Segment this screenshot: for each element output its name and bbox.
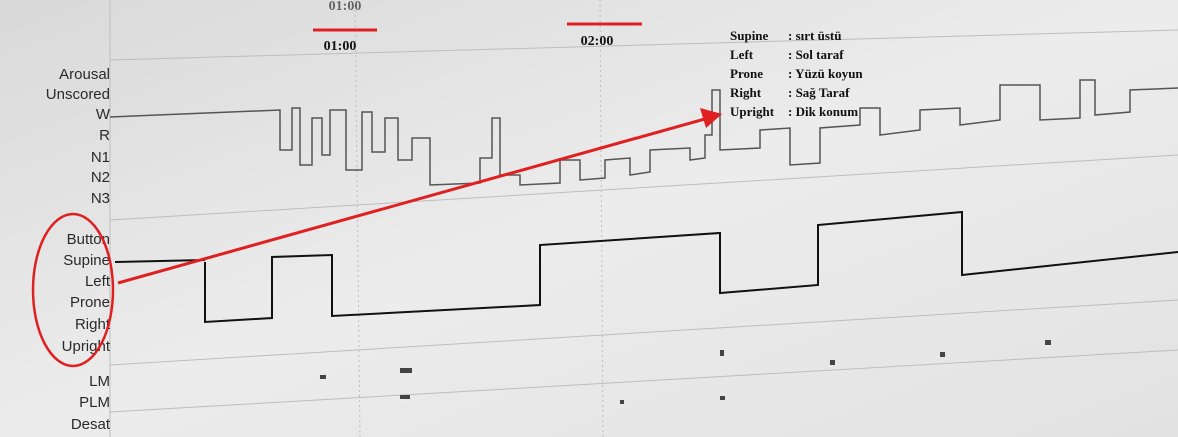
legend-meaning: : Dik konum [788, 104, 858, 119]
top-time-label: 01:00 [329, 0, 362, 14]
time-label: 01:00 [324, 39, 357, 54]
time-label: 02:00 [581, 34, 614, 49]
row-label: Right [75, 316, 111, 333]
row-label: Prone [70, 294, 110, 311]
legend-term: Left [730, 47, 754, 62]
row-label: LM [89, 373, 110, 390]
legend-term: Upright [730, 104, 775, 119]
row-label: R [99, 127, 110, 144]
row-label: N2 [91, 169, 110, 186]
legend-meaning: : sırt üstü [788, 28, 841, 43]
page: ArousalUnscoredWRN1N2N3ButtonSupineLeftP… [0, 0, 1178, 437]
row-label: Supine [63, 252, 110, 269]
row-label: W [96, 106, 111, 123]
row-label: N1 [91, 149, 110, 166]
row-label: Desat [71, 416, 111, 433]
hypnogram-photo: ArousalUnscoredWRN1N2N3ButtonSupineLeftP… [0, 0, 1178, 437]
paper [0, 0, 1178, 437]
row-label: Unscored [46, 86, 110, 103]
row-label: Arousal [59, 66, 110, 83]
legend-meaning: : Sol taraf [788, 47, 844, 62]
row-label: Left [85, 273, 111, 290]
legend-meaning: : Yüzü koyun [788, 66, 863, 81]
row-label: PLM [79, 394, 110, 411]
legend-term: Prone [730, 66, 763, 81]
legend-term: Supine [730, 28, 769, 43]
row-label: N3 [91, 190, 110, 207]
legend-term: Right [730, 85, 762, 100]
legend-meaning: : Sağ Taraf [788, 85, 850, 100]
